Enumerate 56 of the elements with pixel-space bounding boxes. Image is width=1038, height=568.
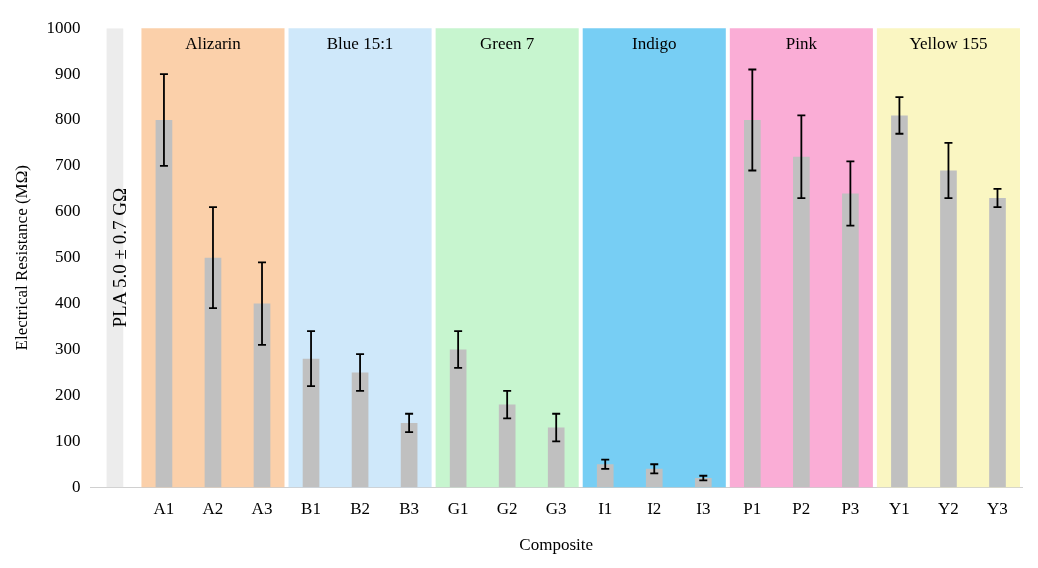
bar (498, 404, 516, 488)
y-tick-label: 400 (54, 293, 81, 313)
x-tick-label: I3 (696, 498, 711, 518)
x-tick-label: B1 (301, 498, 321, 518)
bar (302, 358, 320, 488)
x-tick-label: G1 (447, 498, 469, 518)
band-label: Pink (785, 34, 818, 54)
bar (645, 468, 663, 488)
y-tick-label: 600 (54, 201, 81, 221)
y-tick-label: 800 (54, 109, 81, 129)
bar (940, 170, 957, 488)
x-tick-label: G3 (545, 498, 567, 518)
x-axis-title: Composite (519, 535, 594, 555)
x-tick-label: I2 (647, 498, 662, 518)
y-tick-label: 700 (54, 155, 81, 175)
x-tick-label: B3 (399, 498, 420, 518)
band-label: Alizarin (185, 34, 242, 54)
bar (547, 427, 565, 488)
bar (989, 198, 1006, 488)
x-tick-label: Y3 (987, 498, 1008, 518)
bar (596, 464, 614, 488)
bar (400, 422, 418, 488)
y-tick-label: 0 (71, 476, 81, 496)
y-tick-label: 1000 (46, 17, 81, 37)
x-tick-label: Y1 (889, 498, 910, 518)
band-label: Blue 15:1 (326, 34, 394, 54)
x-tick-label: Y2 (938, 498, 959, 518)
x-tick-label: P2 (792, 498, 811, 518)
bar (253, 303, 271, 488)
bar (106, 28, 124, 488)
bar (793, 156, 810, 488)
x-tick-label: I1 (598, 498, 613, 518)
band-label: Yellow 155 (909, 34, 988, 54)
bar (449, 349, 467, 488)
x-tick-label: P1 (743, 498, 762, 518)
x-tick-label: A3 (251, 498, 273, 518)
y-tick-label: 100 (54, 430, 81, 450)
annotation: PLA 5.0 ± 0.7 GΩ (108, 187, 130, 328)
y-tick-label: 300 (54, 338, 81, 358)
bar (351, 372, 369, 488)
bar (842, 193, 859, 488)
bar (891, 115, 908, 488)
y-tick-label: 200 (54, 384, 81, 404)
band-label: Green 7 (480, 34, 535, 54)
x-tick-label: A1 (153, 498, 175, 518)
bar (743, 120, 761, 488)
y-tick-label: 500 (54, 247, 81, 267)
bar (155, 120, 173, 488)
bar (204, 257, 222, 488)
y-axis-title: Electrical Resistance (MΩ) (11, 165, 31, 351)
x-tick-label: A2 (202, 498, 224, 518)
band-label: Indigo (632, 34, 677, 54)
y-tick-label: 900 (54, 63, 81, 83)
x-tick-label: B2 (350, 498, 370, 518)
x-tick-label: P3 (841, 498, 860, 518)
x-tick-label: G2 (496, 498, 518, 518)
